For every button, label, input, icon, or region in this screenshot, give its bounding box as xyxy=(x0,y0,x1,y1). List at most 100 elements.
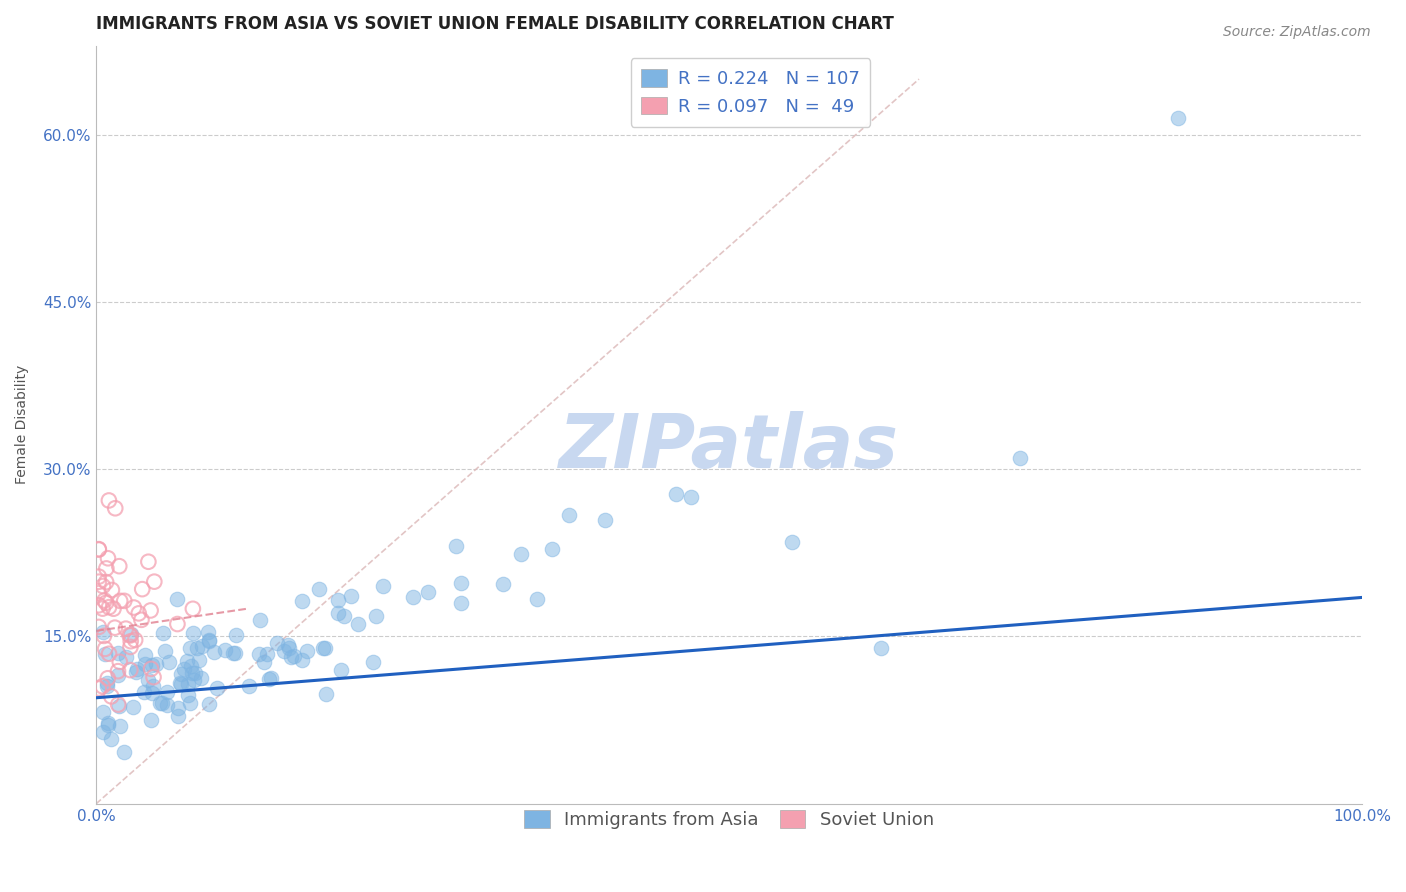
Point xyxy=(101,582,124,597)
Point xyxy=(97,671,120,685)
Point xyxy=(176,677,198,691)
Point xyxy=(87,599,110,613)
Point xyxy=(97,493,120,508)
Point xyxy=(510,547,533,561)
Point xyxy=(125,665,148,679)
Point xyxy=(364,609,387,624)
Point xyxy=(278,641,301,656)
Point xyxy=(120,634,142,648)
Point xyxy=(139,713,162,727)
Point xyxy=(526,592,548,607)
Point xyxy=(315,687,337,701)
Point xyxy=(87,620,110,634)
Point xyxy=(94,596,117,610)
Point xyxy=(782,534,804,549)
Point xyxy=(328,593,350,607)
Point xyxy=(181,602,204,616)
Point xyxy=(91,705,114,719)
Point xyxy=(93,647,115,661)
Point xyxy=(257,672,280,686)
Point xyxy=(87,542,110,557)
Point xyxy=(339,589,361,603)
Point xyxy=(98,600,121,615)
Point xyxy=(371,579,394,593)
Point xyxy=(138,555,160,569)
Point xyxy=(118,628,141,642)
Point xyxy=(273,644,295,658)
Point xyxy=(107,668,129,682)
Point xyxy=(141,686,163,700)
Point xyxy=(110,719,132,733)
Point xyxy=(361,655,384,669)
Point xyxy=(295,644,318,658)
Point xyxy=(205,681,228,695)
Point xyxy=(97,551,120,566)
Y-axis label: Female Disability: Female Disability xyxy=(15,365,30,484)
Point xyxy=(266,636,288,650)
Point xyxy=(214,643,236,657)
Point xyxy=(247,647,270,661)
Point xyxy=(180,659,202,673)
Point xyxy=(249,613,271,627)
Point xyxy=(108,655,131,669)
Point xyxy=(308,582,330,597)
Point xyxy=(122,600,145,615)
Point xyxy=(87,586,110,600)
Point xyxy=(169,675,191,690)
Text: ZIPatlas: ZIPatlas xyxy=(560,411,898,483)
Point xyxy=(91,601,114,615)
Point xyxy=(166,617,188,632)
Point xyxy=(197,625,219,640)
Point xyxy=(91,624,114,639)
Point xyxy=(87,574,110,589)
Point xyxy=(120,627,142,641)
Point xyxy=(450,576,472,591)
Point xyxy=(104,501,127,516)
Point xyxy=(166,700,188,714)
Point xyxy=(187,653,209,667)
Point xyxy=(183,673,205,688)
Point xyxy=(314,640,336,655)
Point xyxy=(142,679,165,693)
Point xyxy=(198,632,221,647)
Point xyxy=(225,628,247,642)
Point xyxy=(128,607,150,621)
Point xyxy=(179,696,201,710)
Point xyxy=(98,647,121,661)
Point xyxy=(181,666,204,681)
Point xyxy=(183,626,205,640)
Point xyxy=(540,542,562,557)
Point xyxy=(157,655,180,669)
Point xyxy=(155,644,177,658)
Point xyxy=(444,539,467,553)
Point xyxy=(108,594,131,608)
Point xyxy=(170,667,193,681)
Point xyxy=(173,662,195,676)
Point xyxy=(450,596,472,610)
Point xyxy=(176,654,198,668)
Point xyxy=(166,591,188,606)
Point xyxy=(96,561,118,575)
Point xyxy=(115,649,138,664)
Point xyxy=(93,593,115,607)
Point xyxy=(224,646,246,660)
Point xyxy=(97,716,120,731)
Point xyxy=(184,666,207,681)
Point xyxy=(120,640,142,654)
Point xyxy=(131,582,153,596)
Point xyxy=(87,681,110,696)
Point xyxy=(112,745,135,759)
Point xyxy=(134,648,156,662)
Point xyxy=(402,590,425,604)
Point xyxy=(115,622,138,636)
Point xyxy=(492,576,515,591)
Point xyxy=(332,609,354,624)
Point xyxy=(291,594,314,608)
Point xyxy=(156,698,179,712)
Point xyxy=(139,603,162,617)
Point xyxy=(136,673,159,688)
Point xyxy=(104,621,127,635)
Point xyxy=(120,628,142,642)
Point xyxy=(186,641,208,656)
Point xyxy=(595,513,617,527)
